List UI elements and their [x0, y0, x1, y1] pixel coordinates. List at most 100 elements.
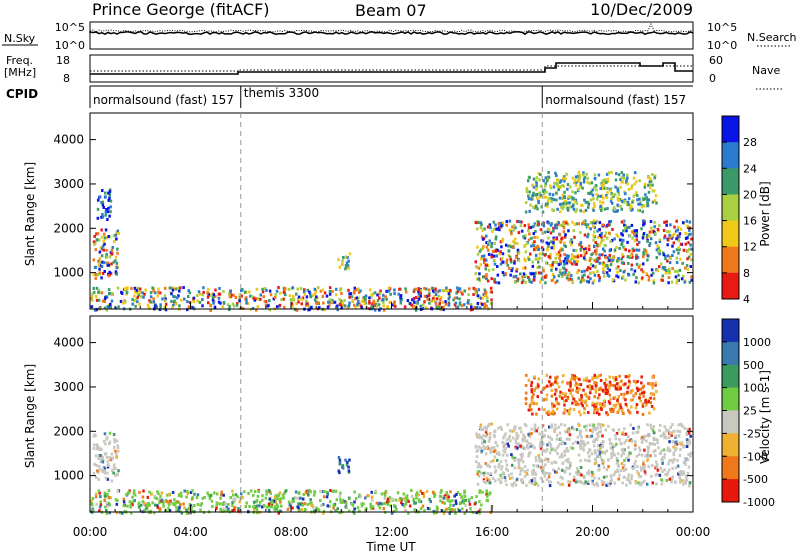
velocity-echo-cell [464, 498, 467, 502]
power-echo-cell [371, 302, 374, 306]
velocity-echo-cell [511, 455, 514, 459]
power-echo-cell [460, 290, 463, 294]
power-echo-cell [235, 303, 239, 307]
power-echo-cell [115, 230, 118, 234]
power-echo-cell [590, 181, 594, 185]
power-echo-cell [650, 226, 653, 230]
velocity-echo-cell [642, 394, 645, 398]
power-echo-cell [481, 296, 484, 300]
velocity-echo-cell [612, 410, 615, 414]
power-echo-cell [635, 262, 639, 266]
velocity-echo-cell [623, 463, 626, 467]
velocity-echo-cell [138, 505, 141, 509]
velocity-echo-cell [370, 490, 373, 494]
velocity-echo-cell [598, 450, 602, 454]
velocity-echo-cell [593, 411, 596, 415]
power-echo-cell [414, 296, 418, 300]
power-echo-cell [222, 290, 225, 294]
power-echo-cell [478, 279, 482, 283]
velocity-echo-cell [158, 507, 162, 511]
velocity-echo-cell [568, 437, 571, 441]
power-echo-cell [536, 260, 540, 264]
velocity-echo-cell [563, 394, 567, 398]
velocity-echo-cell [244, 505, 247, 509]
power-echo-cell [559, 253, 562, 257]
power-echo-cell [569, 260, 572, 264]
velocity-echo-cell [588, 435, 591, 439]
power-echo-cell [638, 179, 641, 183]
velocity-echo-cell [492, 450, 496, 454]
power-echo-cell [328, 292, 332, 296]
power-echo-cell [651, 183, 654, 187]
power-echo-cell [214, 294, 217, 298]
power-echo-cell [206, 291, 209, 295]
velocity-echo-cell [545, 384, 549, 388]
power-echo-cell [347, 266, 350, 270]
power-echo-cell [606, 256, 610, 260]
power-echo-cell [481, 302, 484, 306]
velocity-echo-cell [675, 442, 679, 446]
velocity-echo-cell [479, 446, 482, 450]
power-echo-cell [486, 248, 490, 252]
velocity-echo-cell [592, 444, 596, 448]
velocity-echo-cell [284, 489, 287, 493]
velocity-echo-cell [575, 428, 579, 432]
velocity-echo-cell [627, 445, 630, 449]
velocity-echo-cell [619, 441, 622, 445]
velocity-echo-cell [608, 380, 612, 384]
power-echo-cell [100, 291, 104, 295]
velocity-echo-cell [577, 423, 581, 427]
velocity-echo-cell [237, 509, 240, 513]
velocity-echo-cell [97, 454, 101, 458]
power-echo-cell [613, 193, 617, 197]
power-echo-cell [679, 242, 683, 246]
velocity-echo-cell [642, 435, 646, 439]
power-echo-cell [244, 296, 248, 300]
velocity-echo-cell [508, 434, 511, 438]
velocity-echo-cell [489, 432, 492, 436]
power-echo-cell [325, 294, 329, 298]
power-echo-cell [98, 271, 101, 275]
velocity-echo-cell [672, 430, 675, 434]
velocity-echo-cell [316, 507, 320, 511]
velocity-echo-cell [450, 508, 454, 512]
power-echo-cell [474, 291, 478, 295]
velocity-echo-cell [94, 475, 98, 479]
velocity-echo-cell [137, 501, 141, 505]
power-echo-cell [435, 305, 439, 309]
power-echo-cell [98, 250, 102, 254]
power-echo-cell [347, 259, 350, 263]
power-echo-cell [578, 173, 582, 177]
power-echo-cell [110, 299, 114, 303]
power-echo-cell [490, 277, 494, 281]
power-echo-cell [430, 299, 433, 303]
time-tick-label: 04:00 [173, 525, 208, 539]
power-echo-cell [534, 257, 538, 261]
velocity-echo-cell [622, 475, 625, 479]
velocity-echo-cell [505, 463, 509, 467]
velocity-echo-cell [398, 498, 401, 502]
velocity-echo-cell [370, 498, 374, 502]
power-colorbar-swatch [722, 142, 739, 169]
velocity-echo-cell [383, 501, 387, 505]
power-echo-cell [493, 262, 497, 266]
velocity-echo-cell [671, 440, 675, 444]
velocity-echo-cell [395, 507, 398, 511]
power-echo-cell [159, 305, 162, 309]
power-echo-cell [643, 220, 646, 224]
power-echo-cell [90, 305, 94, 309]
velocity-echo-cell [254, 500, 257, 504]
power-echo-cell [305, 295, 309, 299]
power-echo-cell [550, 246, 553, 250]
velocity-echo-cell [550, 448, 553, 452]
power-echo-cell [626, 255, 630, 259]
power-echo-cell [625, 179, 628, 183]
power-echo-cell [586, 232, 590, 236]
power-echo-cell [171, 288, 175, 292]
power-echo-cell [602, 196, 605, 200]
velocity-echo-cell [115, 439, 119, 443]
velocity-echo-cell [674, 434, 678, 438]
power-echo-cell [621, 275, 625, 279]
power-echo-cell [551, 263, 554, 267]
